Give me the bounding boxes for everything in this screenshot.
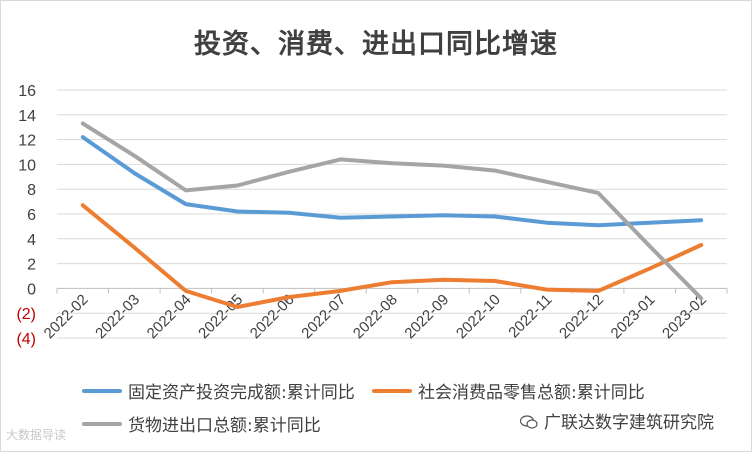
y-tick-label: 12: [18, 133, 36, 150]
y-tick-label: 10: [18, 157, 36, 174]
x-tick-label: 2022-07: [298, 291, 349, 342]
legend-label: 固定资产投资完成额:累计同比: [128, 383, 355, 403]
legend-item-trade: 货物进出口总额:累计同比: [82, 411, 321, 436]
legend-label: 货物进出口总额:累计同比: [128, 416, 321, 436]
x-tick-label: 2022-05: [195, 291, 246, 342]
x-tick-label: 2022-10: [453, 291, 504, 342]
series-line-1: [80, 203, 704, 309]
legend-swatch-gray: [82, 421, 122, 426]
y-tick-label: (2): [16, 306, 36, 323]
x-tick-label: 2022-12: [556, 291, 607, 342]
x-tick-label: 2022-09: [401, 291, 452, 342]
chart-title: 投资、消费、进出口同比增速: [194, 29, 558, 60]
legend-item-fixed-asset-investment: 固定资产投资完成额:累计同比: [82, 378, 355, 403]
series-line-0: [80, 135, 704, 228]
y-tick-label: 14: [18, 108, 36, 125]
x-tick-label: 2023-01: [608, 291, 659, 342]
y-tick-label: 8: [27, 182, 36, 199]
legend-label: 社会消费品零售总额:累计同比: [418, 383, 645, 403]
x-tick-label: 2022-08: [350, 291, 401, 342]
watermark-right: 广联达数字建筑研究院: [519, 408, 714, 433]
watermark-left: 大数据导读: [6, 428, 67, 442]
y-tick-label: 0: [27, 281, 36, 298]
x-tick-label: 2022-03: [92, 291, 143, 342]
watermark-right-text: 广联达数字建筑研究院: [544, 413, 714, 433]
legend-item-retail-sales: 社会消费品零售总额:累计同比: [372, 378, 645, 403]
y-tick-label: 16: [18, 83, 36, 100]
series-line-2: [80, 121, 704, 301]
legend-swatch-orange: [372, 388, 412, 393]
y-tick-label: 2: [27, 257, 36, 274]
x-tick-label: 2022-04: [144, 291, 195, 342]
x-tick-label: 2022-11: [505, 291, 555, 341]
y-tick-label: 6: [27, 207, 36, 224]
y-tick-label: (4): [16, 331, 36, 348]
x-tick-label: 2022-02: [41, 291, 92, 342]
wechat-icon: [519, 414, 538, 429]
y-tick-label: 4: [27, 232, 36, 249]
legend-swatch-blue: [82, 388, 122, 393]
